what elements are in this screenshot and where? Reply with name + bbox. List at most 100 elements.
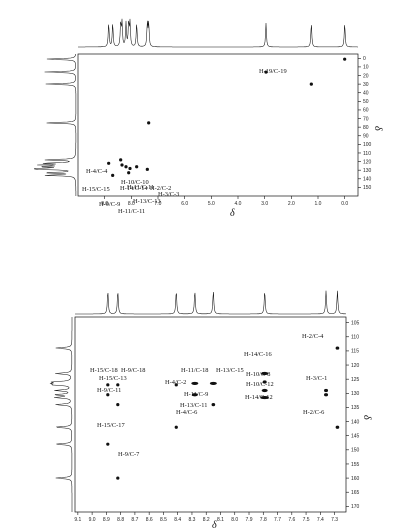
peak-label: H-13/C-15 xyxy=(216,367,244,374)
y-tick-label: 70 xyxy=(363,116,369,122)
y-tick-label: 30 xyxy=(363,82,369,88)
hmbc-y-ticks: 105 110 115 120 125 130 135 140 145 150 155 160 165 1… xyxy=(346,320,360,510)
cross-peak xyxy=(119,158,123,162)
peak-label: H-9/C-11 xyxy=(97,387,121,394)
x-tick-label: 3.0 xyxy=(261,201,268,207)
hsqc-plot-frame xyxy=(77,53,359,197)
peak-label: H-4/C-2 xyxy=(165,379,186,386)
x-tick-label: 8.8 xyxy=(117,517,124,523)
peak-label: H-15/C-18 xyxy=(90,367,118,374)
x-tick-label: 8.5 xyxy=(160,517,167,523)
cross-peak xyxy=(261,371,269,376)
hsqc-carbon-spectrum xyxy=(34,54,77,196)
x-tick-label: 9.0 xyxy=(101,201,108,207)
hmbc-peaks xyxy=(106,346,340,480)
y-tick-label: 100 xyxy=(363,142,372,148)
cross-peak xyxy=(116,403,120,407)
x-tick-label: 7.8 xyxy=(260,517,267,523)
cross-peak xyxy=(343,57,347,61)
cross-peak xyxy=(107,161,111,165)
peak-label: H-11/C-11 xyxy=(118,208,145,215)
hmbc-x-axis-title: δ xyxy=(212,520,217,531)
cross-peak xyxy=(191,393,198,397)
y-tick-label: 120 xyxy=(363,159,372,165)
cross-peak xyxy=(106,442,110,446)
hsqc-proton-spectrum xyxy=(78,18,358,48)
y-tick-label: 60 xyxy=(363,108,369,114)
x-tick-label: 7.5 xyxy=(303,517,310,523)
x-tick-label: 1.0 xyxy=(315,201,322,207)
x-tick-label: 8.0 xyxy=(128,201,135,207)
y-tick-label: 150 xyxy=(351,448,360,454)
hmbc-x-ticks: 9.1 9.0 8.9 8.8 8.7 8.6 8.5 8.4 8.3 8.2 8.1 8.0 7.9 7… xyxy=(74,512,338,523)
hmbc-y-axis-title: δ xyxy=(361,415,372,420)
x-tick-label: 7.6 xyxy=(288,517,295,523)
y-tick-label: 90 xyxy=(363,134,369,140)
cross-peak xyxy=(191,381,199,386)
cross-peak xyxy=(211,403,216,407)
peak-label: H-13/C-11 xyxy=(180,402,207,409)
x-tick-label: 8.6 xyxy=(146,517,153,523)
y-tick-label: 10 xyxy=(363,65,369,71)
x-tick-label: 2.0 xyxy=(288,201,295,207)
y-tick-label: 80 xyxy=(363,125,369,131)
peak-label: H-3/C-3 xyxy=(158,191,179,198)
peak-label: H-3/C-1 xyxy=(306,375,327,382)
x-tick-label: 8.7 xyxy=(131,517,138,523)
cross-peak xyxy=(324,388,329,393)
hsqc-peak-labels: H-19/C-19H-4/C-4H-10/C-10H-11/C-11H-14/C… xyxy=(82,68,287,215)
x-tick-label: 7.3 xyxy=(331,517,338,523)
cross-peak xyxy=(335,425,340,429)
peak-label: H-9/C-7 xyxy=(118,451,140,458)
x-tick-label: 0.0 xyxy=(341,201,348,207)
y-tick-label: 0 xyxy=(363,56,366,62)
x-tick-label: 7.7 xyxy=(274,517,281,523)
x-tick-label: 5.0 xyxy=(208,201,215,207)
x-tick-label: 8.3 xyxy=(188,517,195,523)
peak-label: H-15/C-17 xyxy=(97,422,125,429)
peak-label: H-2/C-2 xyxy=(150,185,171,192)
x-tick-label: 7.4 xyxy=(317,517,324,523)
cross-peak xyxy=(111,173,115,177)
y-tick-label: 20 xyxy=(363,73,369,79)
y-tick-label: 145 xyxy=(351,433,360,439)
hsqc-panel: 9.0 8.0 7.0 6.0 5.0 4.0 3.0 2.0 1.0 0.0 0 10 20 30 40… xyxy=(34,18,383,219)
peak-label: H-4/C-6 xyxy=(176,409,197,416)
peak-label: H-10/C-8 xyxy=(246,371,271,378)
y-tick-label: 105 xyxy=(351,320,360,326)
y-tick-label: 110 xyxy=(351,335,359,341)
y-tick-label: 120 xyxy=(351,363,360,369)
peak-label: H-11/C-18 xyxy=(181,367,208,374)
y-tick-label: 110 xyxy=(363,151,371,157)
y-tick-label: 130 xyxy=(351,391,360,397)
peak-label: H-11/C-11 xyxy=(127,184,154,191)
x-tick-label: 8.9 xyxy=(103,517,110,523)
hmbc-proton-spectrum xyxy=(75,290,346,315)
x-tick-label: 4.0 xyxy=(235,201,242,207)
y-tick-label: 160 xyxy=(351,476,360,482)
y-tick-label: 155 xyxy=(351,462,360,468)
x-tick-label: 8.1 xyxy=(217,517,224,523)
peak-label: H-19/C-19 xyxy=(259,68,287,75)
hmbc-peak-labels: H-2/C-4 H-14/C-16 H-15/C-18 H-9/C-18 H-11/C-… xyxy=(90,333,327,458)
hsqc-y-axis-title: δ xyxy=(372,126,383,131)
peak-label: H-15/C-13 xyxy=(99,375,127,382)
cross-peak xyxy=(209,381,217,386)
peak-label: H-9/C-18 xyxy=(121,367,146,374)
peak-label: H-2/C-6 xyxy=(303,409,324,416)
cross-peak xyxy=(309,82,313,86)
cross-peak xyxy=(106,383,110,387)
cross-peak xyxy=(116,383,120,387)
x-tick-label: 9.0 xyxy=(89,517,96,523)
cross-peak xyxy=(335,346,340,350)
y-tick-label: 115 xyxy=(351,349,359,355)
y-tick-label: 40 xyxy=(363,91,369,97)
y-tick-label: 170 xyxy=(351,504,360,510)
x-tick-label: 8.4 xyxy=(174,517,181,523)
peak-label: H-15/C-15 xyxy=(82,186,110,193)
y-tick-label: 50 xyxy=(363,99,369,105)
peak-label: H-13/C-13 xyxy=(133,198,161,205)
y-tick-label: 140 xyxy=(351,419,360,425)
x-tick-label: 6.0 xyxy=(181,201,188,207)
cross-peak xyxy=(260,395,269,400)
